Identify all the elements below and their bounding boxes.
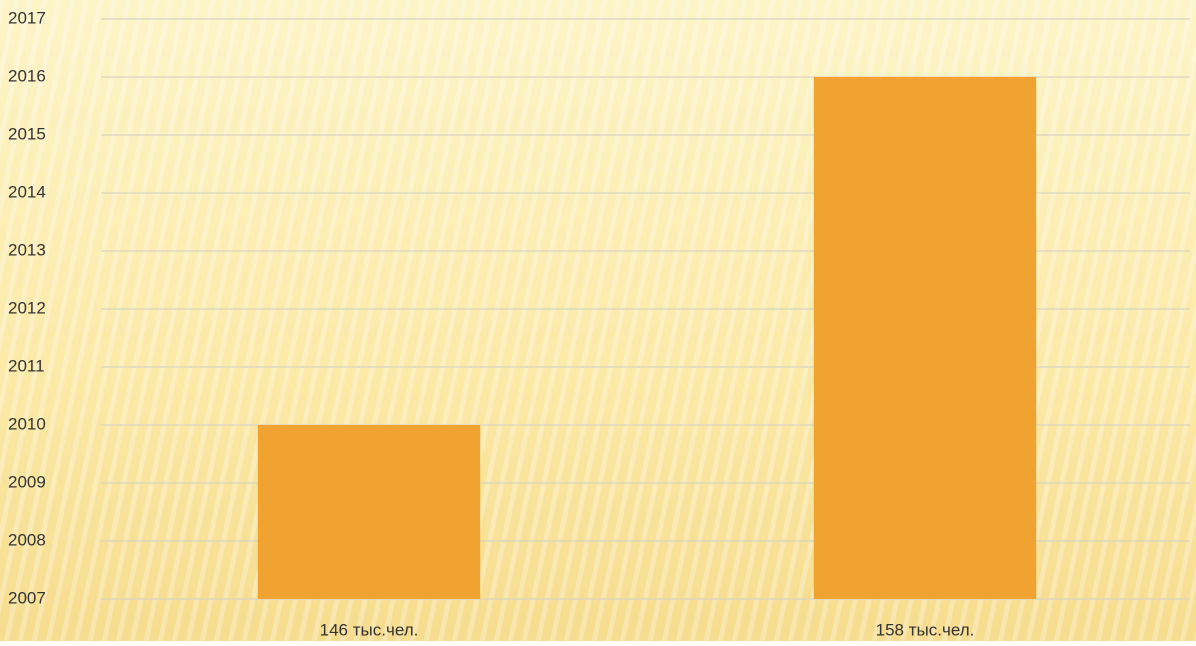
y-tick-label: 2010 <box>8 414 46 433</box>
x-tick-label: 146 тыс.чел. <box>320 620 419 639</box>
x-tick-label: 158 тыс.чел. <box>876 620 975 639</box>
y-tick-label: 2009 <box>8 472 46 491</box>
y-tick-label: 2016 <box>8 66 46 85</box>
y-tick-label: 2007 <box>8 588 46 607</box>
y-tick-label: 2008 <box>8 530 46 549</box>
bar <box>257 425 481 599</box>
y-tick-label: 2015 <box>8 124 46 143</box>
y-tick-label: 2011 <box>8 356 45 375</box>
bar <box>813 77 1037 599</box>
y-tick-label: 2017 <box>8 8 46 27</box>
y-tick-label: 2013 <box>8 240 46 259</box>
y-tick-label: 2012 <box>8 298 46 317</box>
y-tick-label: 2014 <box>8 182 46 201</box>
